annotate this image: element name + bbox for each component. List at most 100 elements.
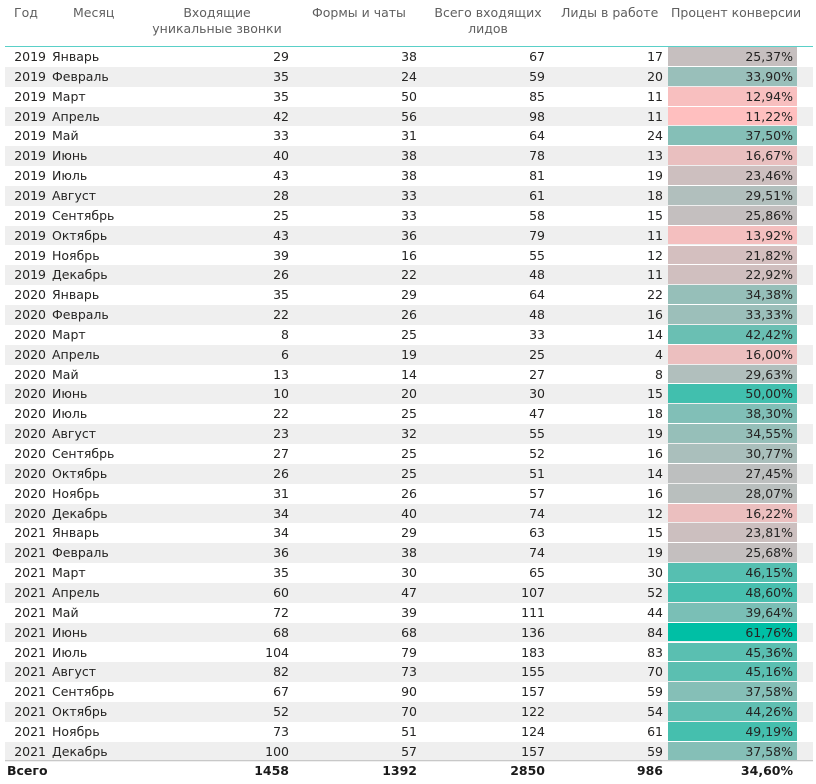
table-row[interactable]: 2019 Июнь 40 38 78 13 16,67% [5, 146, 813, 167]
table-row[interactable]: 2019 Март 35 50 85 11 12,94% [5, 86, 813, 107]
cell-year: 2021 [14, 704, 46, 720]
cell-forms: 70 [401, 704, 417, 720]
table-row[interactable]: 2019 Октябрь 43 36 79 11 13,92% [5, 225, 813, 246]
cell-calls: 31 [273, 485, 289, 501]
cell-conversion: 33,90% [668, 66, 797, 86]
cell-forms: 51 [401, 723, 417, 739]
table-row[interactable]: 2020 Август 23 32 55 19 34,55% [5, 424, 813, 444]
cell-year: 2021 [14, 565, 46, 581]
cell-forms: 38 [401, 49, 417, 64]
cell-forms: 33 [401, 207, 417, 223]
cell-forms: 38 [401, 168, 417, 184]
header-total-leads[interactable]: Всего входящих лидов [434, 5, 542, 36]
table-row[interactable]: 2019 Апрель 42 56 98 11 11,22% [5, 106, 813, 127]
cell-calls: 35 [273, 88, 289, 104]
total-forms: 1392 [382, 763, 417, 778]
cell-leads-in-work: 24 [647, 128, 663, 144]
table-row[interactable]: 2020 Июнь 10 20 30 15 50,00% [5, 384, 813, 405]
cell-leads-in-work: 14 [647, 326, 663, 342]
cell-total-leads: 74 [529, 545, 545, 561]
table-row[interactable]: 2021 Июль 104 79 183 83 45,36% [5, 642, 813, 663]
cell-calls: 73 [273, 723, 289, 739]
cell-forms: 25 [401, 446, 417, 461]
cell-conversion: 37,58% [668, 741, 797, 761]
cell-forms: 16 [401, 247, 417, 263]
cell-leads-in-work: 4 [655, 346, 663, 362]
header-month[interactable]: Месяц [73, 5, 115, 20]
cell-total-leads: 67 [529, 49, 545, 64]
cell-year: 2020 [14, 446, 46, 461]
table-row[interactable]: 2020 Ноябрь 31 26 57 16 28,07% [5, 483, 813, 504]
header-forms[interactable]: Формы и чаты [312, 5, 406, 20]
header-leads-in-work[interactable]: Лиды в работе [561, 5, 659, 20]
cell-month: Февраль [52, 68, 109, 84]
table-row[interactable]: 2020 Май 13 14 27 8 29,63% [5, 364, 813, 385]
table-row[interactable]: 2019 Август 28 33 61 18 29,51% [5, 185, 813, 206]
cell-leads-in-work: 83 [647, 644, 663, 660]
table-row[interactable]: 2019 Май 33 31 64 24 37,50% [5, 126, 813, 146]
table-row[interactable]: 2020 Апрель 6 19 25 4 16,00% [5, 344, 813, 365]
cell-year: 2020 [14, 485, 46, 501]
table-row[interactable]: 2021 Май 72 39 111 44 39,64% [5, 602, 813, 623]
table-row[interactable]: 2020 Октябрь 26 25 51 14 27,45% [5, 463, 813, 484]
cell-month: Июнь [52, 624, 88, 640]
cell-calls: 26 [273, 267, 289, 283]
table-row[interactable]: 2021 Февраль 36 38 74 19 25,68% [5, 543, 813, 564]
cell-year: 2021 [14, 624, 46, 640]
cell-calls: 43 [273, 168, 289, 184]
cell-year: 2019 [14, 187, 46, 203]
cell-month: Декабрь [52, 267, 108, 283]
cell-month: Август [52, 187, 97, 203]
table-row[interactable]: 2019 Сентябрь 25 33 58 15 25,86% [5, 205, 813, 226]
cell-total-leads: 136 [521, 624, 545, 640]
cell-leads-in-work: 11 [647, 227, 663, 243]
cell-forms: 29 [401, 525, 417, 541]
header-year[interactable]: Год [14, 5, 38, 20]
table-row[interactable]: 2021 Ноябрь 73 51 124 61 49,19% [5, 721, 813, 742]
table-row[interactable]: 2020 Декабрь 34 40 74 12 16,22% [5, 503, 813, 524]
cell-month: Ноябрь [52, 485, 100, 501]
table-row[interactable]: 2020 Февраль 22 26 48 16 33,33% [5, 305, 813, 325]
cell-conversion: 50,00% [668, 384, 797, 404]
cell-total-leads: 81 [529, 168, 545, 184]
table-row[interactable]: 2021 Март 35 30 65 30 46,15% [5, 563, 813, 583]
cell-leads-in-work: 52 [647, 584, 663, 600]
cell-forms: 26 [401, 307, 417, 323]
cell-total-leads: 98 [529, 108, 545, 124]
cell-forms: 50 [401, 88, 417, 104]
cell-month: Апрель [52, 584, 100, 600]
cell-forms: 30 [401, 565, 417, 581]
table-row[interactable]: 2021 Октябрь 52 70 122 54 44,26% [5, 702, 813, 722]
header-conversion[interactable]: Процент конверсии [671, 5, 802, 20]
table-row[interactable]: 2019 Январь 29 38 67 17 25,37% [5, 47, 813, 67]
cell-leads-in-work: 16 [647, 307, 663, 323]
cell-calls: 35 [273, 287, 289, 303]
table-row[interactable]: 2021 Сентябрь 67 90 157 59 37,58% [5, 682, 813, 702]
table-row[interactable]: 2019 Ноябрь 39 16 55 12 21,82% [5, 245, 813, 266]
table-row[interactable]: 2021 Апрель 60 47 107 52 48,60% [5, 582, 813, 603]
cell-forms: 25 [401, 465, 417, 481]
table-row[interactable]: 2020 Сентябрь 27 25 52 16 30,77% [5, 444, 813, 464]
cell-month: Июль [52, 406, 88, 422]
cell-month: Август [52, 426, 97, 442]
table-row[interactable]: 2021 Декабрь 100 57 157 59 37,58% [5, 741, 813, 762]
cell-conversion: 34,38% [668, 285, 797, 305]
table-row[interactable]: 2020 Январь 35 29 64 22 34,38% [5, 285, 813, 305]
table-row[interactable]: 2019 Февраль 35 24 59 20 33,90% [5, 66, 813, 87]
cell-total-leads: 61 [529, 187, 545, 203]
cell-leads-in-work: 18 [647, 406, 663, 422]
cell-conversion: 49,19% [668, 721, 797, 741]
cell-year: 2020 [14, 465, 46, 481]
table-row[interactable]: 2020 Июль 22 25 47 18 38,30% [5, 404, 813, 424]
table-row[interactable]: 2020 Март 8 25 33 14 42,42% [5, 324, 813, 345]
table-row[interactable]: 2021 Январь 34 29 63 15 23,81% [5, 523, 813, 543]
table-row[interactable]: 2019 Декабрь 26 22 48 11 22,92% [5, 265, 813, 286]
cell-month: Октябрь [52, 704, 108, 720]
table-row[interactable]: 2021 Август 82 73 155 70 45,16% [5, 662, 813, 683]
cell-forms: 38 [401, 545, 417, 561]
cell-conversion: 34,55% [668, 424, 797, 443]
table-row[interactable]: 2019 Июль 43 38 81 19 23,46% [5, 166, 813, 186]
table-row[interactable]: 2021 Июнь 68 68 136 84 61,76% [5, 622, 813, 643]
header-calls[interactable]: Входящие уникальные звонки [152, 5, 282, 36]
